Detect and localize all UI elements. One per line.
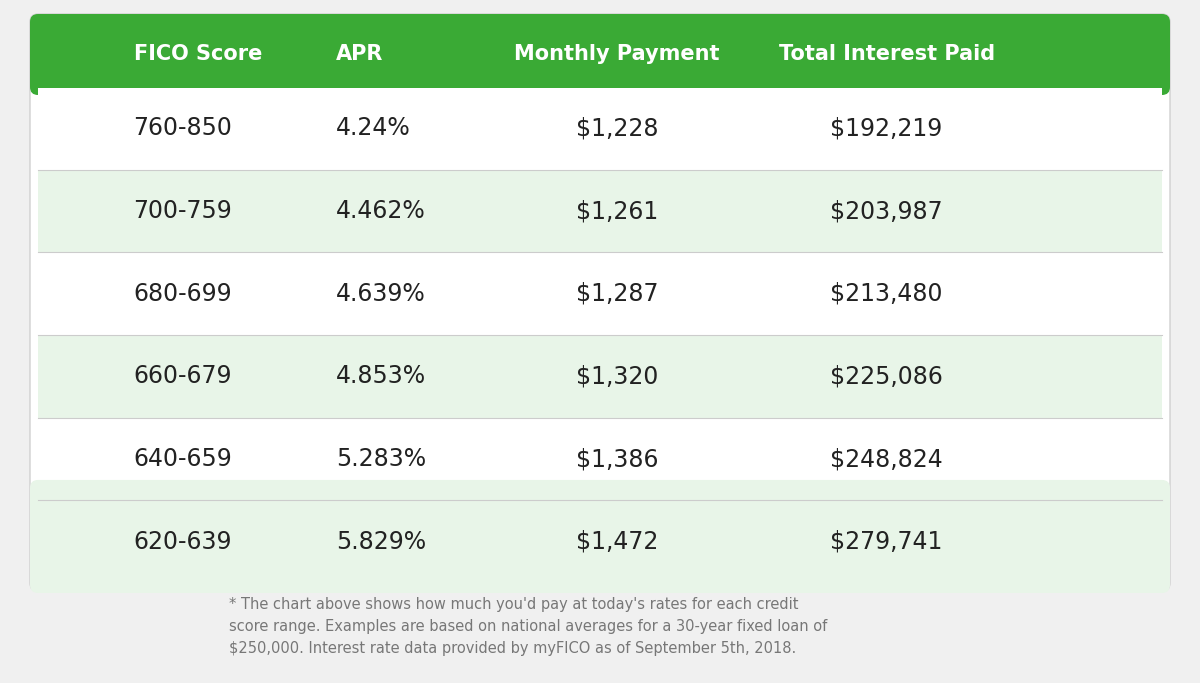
Text: $192,219: $192,219 xyxy=(830,116,943,140)
Bar xyxy=(38,169,1162,252)
Bar xyxy=(38,252,1162,335)
Bar xyxy=(38,87,1162,169)
Text: $1,472: $1,472 xyxy=(576,530,658,554)
Text: $279,741: $279,741 xyxy=(830,530,943,554)
Text: $1,228: $1,228 xyxy=(576,116,658,140)
Text: 660-679: 660-679 xyxy=(133,364,232,389)
FancyBboxPatch shape xyxy=(30,14,1170,95)
Text: 4.853%: 4.853% xyxy=(336,364,426,389)
Text: 4.639%: 4.639% xyxy=(336,281,426,306)
Text: 5.283%: 5.283% xyxy=(336,447,426,471)
Text: 4.24%: 4.24% xyxy=(336,116,410,140)
Text: 5.829%: 5.829% xyxy=(336,530,426,554)
Text: Total Interest Paid: Total Interest Paid xyxy=(779,44,995,64)
Text: $1,287: $1,287 xyxy=(576,281,658,306)
FancyBboxPatch shape xyxy=(30,14,1170,591)
Text: 680-699: 680-699 xyxy=(133,281,232,306)
Text: APR: APR xyxy=(336,44,383,64)
Text: Monthly Payment: Monthly Payment xyxy=(514,44,720,64)
Text: $213,480: $213,480 xyxy=(830,281,943,306)
Text: 700-759: 700-759 xyxy=(133,199,233,223)
Text: 760-850: 760-850 xyxy=(133,116,233,140)
Bar xyxy=(38,54,1162,88)
Text: 620-639: 620-639 xyxy=(133,530,232,554)
Text: 4.462%: 4.462% xyxy=(336,199,426,223)
Bar xyxy=(38,335,1162,418)
Text: $248,824: $248,824 xyxy=(830,447,943,471)
Text: $1,320: $1,320 xyxy=(576,364,658,389)
FancyBboxPatch shape xyxy=(30,480,1170,593)
Text: FICO Score: FICO Score xyxy=(133,44,262,64)
Text: 640-659: 640-659 xyxy=(133,447,233,471)
Text: $1,261: $1,261 xyxy=(576,199,658,223)
Bar xyxy=(38,488,1162,509)
Text: $225,086: $225,086 xyxy=(830,364,943,389)
Text: $1,386: $1,386 xyxy=(576,447,658,471)
Bar xyxy=(38,418,1162,501)
Text: * The chart above shows how much you'd pay at today's rates for each credit
scor: * The chart above shows how much you'd p… xyxy=(229,597,827,656)
Text: $203,987: $203,987 xyxy=(830,199,943,223)
